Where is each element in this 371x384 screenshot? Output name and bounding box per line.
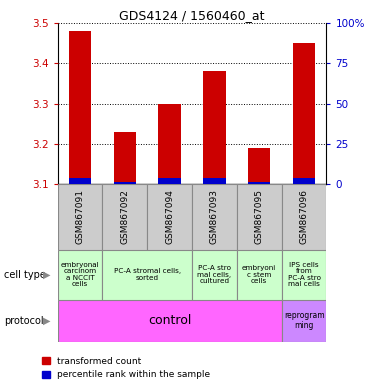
Text: IPS cells
from
PC-A stro
mal cells: IPS cells from PC-A stro mal cells	[288, 262, 321, 287]
Text: PC-A stromal cells,
sorted: PC-A stromal cells, sorted	[114, 268, 181, 281]
Bar	[114, 132, 136, 184]
Text: GSM867096: GSM867096	[299, 189, 309, 245]
Title: GDS4124 / 1560460_at: GDS4124 / 1560460_at	[119, 9, 265, 22]
Bar	[158, 104, 181, 184]
Text: GSM867094: GSM867094	[165, 190, 174, 244]
Text: ▶: ▶	[43, 270, 50, 280]
Bar	[293, 43, 315, 184]
Bar	[102, 184, 147, 250]
Text: cell type: cell type	[4, 270, 46, 280]
Text: GSM867093: GSM867093	[210, 189, 219, 245]
Bar	[147, 184, 192, 250]
Legend: transformed count, percentile rank within the sample: transformed count, percentile rank withi…	[42, 357, 210, 379]
Text: protocol: protocol	[4, 316, 43, 326]
Bar	[248, 182, 270, 184]
Bar	[293, 178, 315, 184]
Text: GSM867092: GSM867092	[120, 190, 129, 244]
Bar	[58, 250, 102, 300]
Text: PC-A stro
mal cells,
cultured: PC-A stro mal cells, cultured	[197, 265, 232, 284]
Bar	[192, 184, 237, 250]
Bar	[69, 178, 91, 184]
Bar	[158, 178, 181, 184]
Text: control: control	[148, 314, 191, 327]
Bar	[282, 300, 326, 342]
Bar	[203, 71, 226, 184]
Text: ▶: ▶	[43, 316, 50, 326]
Bar	[248, 148, 270, 184]
Bar	[58, 184, 102, 250]
Bar	[237, 250, 282, 300]
Bar	[69, 31, 91, 184]
Text: reprogram
ming: reprogram ming	[284, 311, 324, 330]
Bar	[282, 184, 326, 250]
Bar	[237, 184, 282, 250]
Bar	[282, 250, 326, 300]
Bar	[203, 178, 226, 184]
Bar	[58, 300, 282, 342]
Text: GSM867095: GSM867095	[255, 189, 264, 245]
Text: GSM867091: GSM867091	[75, 189, 85, 245]
Bar	[192, 250, 237, 300]
Text: embryoni
c stem
cells: embryoni c stem cells	[242, 265, 276, 284]
Bar	[102, 250, 192, 300]
Bar	[114, 182, 136, 184]
Text: embryonal
carcinom
a NCCIT
cells: embryonal carcinom a NCCIT cells	[60, 262, 99, 287]
